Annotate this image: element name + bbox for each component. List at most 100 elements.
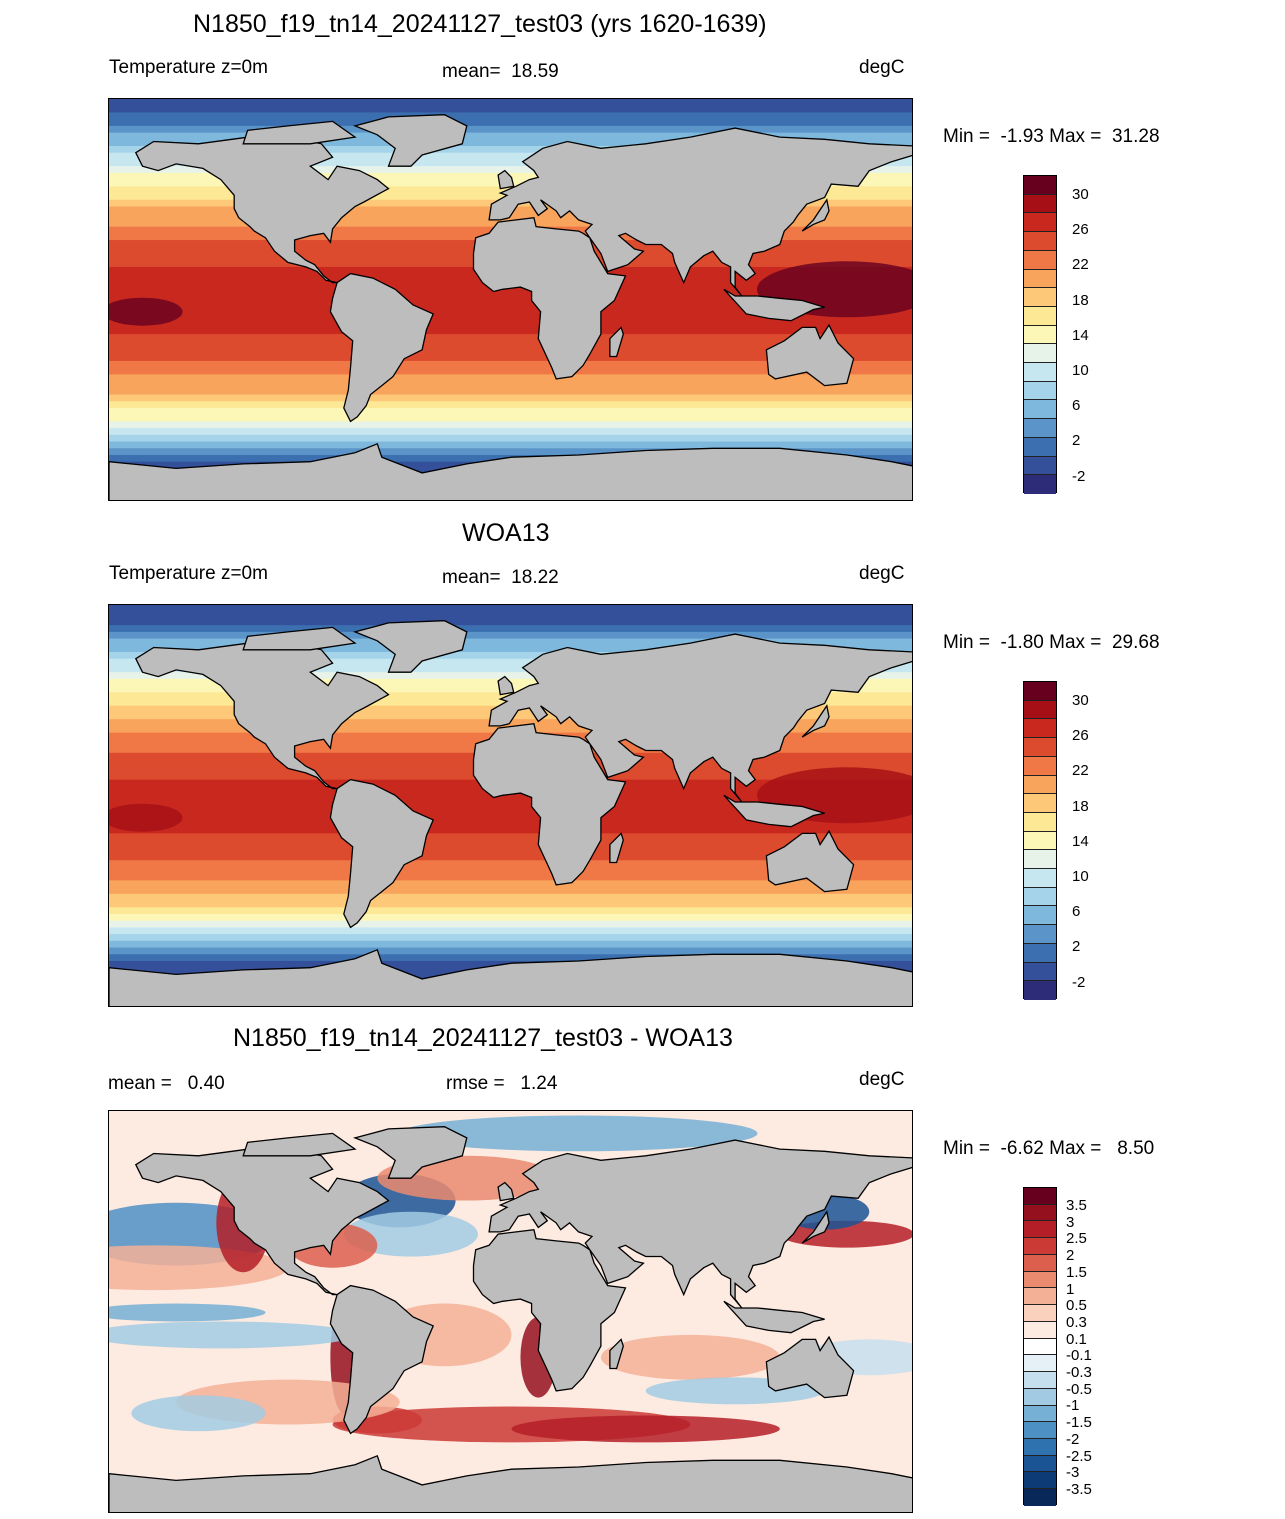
sst-band (109, 119, 912, 127)
land-north-america (134, 1146, 390, 1296)
sst-band (109, 347, 912, 355)
land-greenland (352, 1126, 468, 1179)
land-madagascar (609, 326, 624, 358)
colorbar-swatch (1024, 1439, 1056, 1456)
warm-pool (109, 803, 183, 832)
sst-band (109, 428, 912, 436)
sst-band (109, 313, 912, 322)
colorbar-swatch (1024, 756, 1056, 776)
colorbar-swatch (1024, 925, 1056, 944)
land-mask (109, 1126, 912, 1512)
sst-band (109, 441, 912, 449)
colorbar-swatch (1024, 344, 1056, 364)
colorbar-tick-label: 0.3 (1066, 1313, 1087, 1331)
land-madagascar (609, 832, 624, 864)
sst-band (109, 125, 912, 134)
panel1-mean-label: mean= 18.59 (442, 61, 559, 82)
sst-band (109, 360, 912, 369)
land-africa (472, 1228, 627, 1392)
anomaly-patch (399, 1115, 758, 1152)
land-uk (497, 1181, 515, 1202)
sst-band (109, 307, 912, 315)
land-antarctica (109, 442, 912, 500)
land-north-america (134, 134, 390, 284)
colorbar-swatch (1024, 1221, 1056, 1239)
sst-band (109, 900, 912, 908)
land-south-america (329, 272, 435, 423)
sst-band (109, 954, 912, 962)
warm-pool (109, 297, 183, 326)
colorbar-swatch (1024, 943, 1056, 963)
sst-band (109, 947, 912, 955)
colorbar-swatch (1024, 1388, 1056, 1406)
colorbar-swatch (1024, 1254, 1056, 1272)
colorbar-swatch (1024, 794, 1056, 813)
panel1-units-label: degC (859, 57, 905, 78)
sst-band (109, 448, 912, 456)
sst-band (109, 287, 912, 295)
sst-band (109, 605, 912, 613)
colorbar-swatch (1024, 213, 1056, 233)
land-uk (497, 169, 515, 190)
colorbar-tick-label: -3 (1066, 1464, 1080, 1482)
land-madagascar (609, 1338, 624, 1370)
colorbar-tick-label: 2 (1066, 1247, 1075, 1265)
colorbar-swatch (1024, 363, 1056, 382)
anomaly-patch (600, 1334, 780, 1380)
colorbar-swatch (1024, 1338, 1056, 1356)
sst-band (109, 638, 912, 646)
panel1-colorbar (1023, 175, 1057, 494)
colorbar-tick-label: 0.5 (1066, 1297, 1087, 1315)
panel2-mean-label: mean= 18.22 (442, 567, 559, 588)
colorbar-swatch (1024, 288, 1056, 307)
sst-band (109, 907, 912, 915)
colorbar-tick-label: 30 (1072, 186, 1089, 203)
sst-band (109, 327, 912, 335)
panel3-minmax: Min = -6.62 Max = 8.50 (943, 1138, 1155, 1159)
panel3-units-label: degC (859, 1069, 905, 1090)
panel2-minmax: Min = -1.80 Max = 29.68 (943, 632, 1160, 653)
land-arctic-islands (242, 626, 357, 651)
colorbar-swatch (1024, 1288, 1056, 1306)
sst-band (109, 940, 912, 949)
colorbar-tick-label: -3.5 (1066, 1480, 1092, 1498)
colorbar-tick-label: 2 (1072, 432, 1081, 450)
sst-band (109, 112, 912, 120)
colorbar-tick-label: 22 (1072, 256, 1089, 274)
anomaly-patch (109, 1303, 266, 1322)
colorbar-tick-label: 6 (1072, 397, 1081, 415)
colorbar-swatch (1024, 1355, 1056, 1373)
colorbar-tick-label: -0.1 (1066, 1347, 1092, 1365)
colorbar-swatch (1024, 962, 1056, 982)
sst-band (109, 132, 912, 140)
land-uk (497, 675, 515, 696)
land-greenland (352, 114, 468, 167)
sst-band (109, 414, 912, 422)
colorbar-tick-label: 3 (1066, 1213, 1075, 1231)
land-indonesia (723, 288, 825, 322)
land-mask (109, 620, 912, 1006)
colorbar-tick-label: -1 (1066, 1397, 1080, 1415)
sst-band (109, 672, 912, 680)
panel2-variable-label: Temperature z=0m (109, 563, 268, 584)
colorbar-tick-label: -2 (1072, 467, 1086, 485)
land-arctic-islands (242, 120, 357, 145)
colorbar-swatch (1024, 176, 1056, 195)
sst-band (109, 866, 912, 875)
colorbar-swatch (1024, 887, 1056, 907)
sst-band (109, 320, 912, 328)
sst-band (109, 920, 912, 928)
panel2-title: WOA13 (462, 519, 550, 547)
sst-band (109, 913, 912, 922)
sst-band (109, 166, 912, 174)
sst-band (109, 893, 912, 902)
panel1-sst-map (108, 98, 913, 501)
colorbar-swatch (1024, 1238, 1056, 1255)
sst-band (109, 652, 912, 660)
sst-band (109, 159, 912, 167)
panel1-variable-label: Temperature z=0m (109, 57, 268, 78)
panel3-difference-map (108, 1110, 913, 1513)
sst-band (109, 665, 912, 673)
land-australia (765, 323, 855, 387)
sst-band (109, 799, 912, 808)
